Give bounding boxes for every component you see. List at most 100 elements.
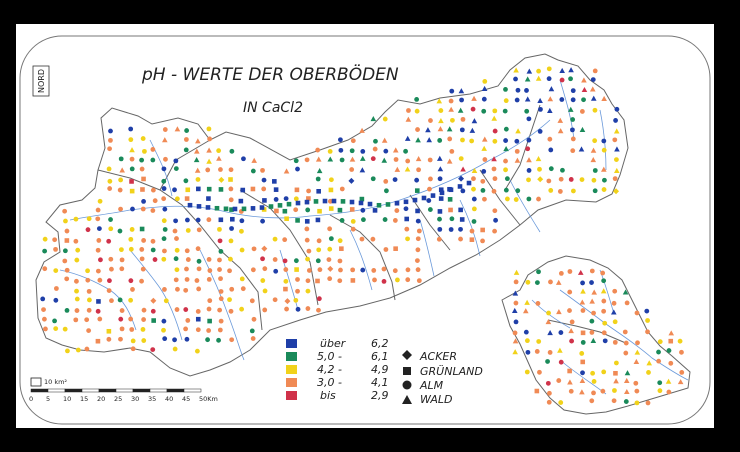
- sample-point-781: [624, 388, 630, 395]
- sample-point-310: [504, 196, 510, 202]
- sample-point-646: [331, 198, 337, 204]
- sample-point-711: [523, 329, 529, 335]
- sample-point-199: [349, 167, 355, 172]
- sample-point-685: [524, 299, 530, 305]
- sample-point-243: [537, 176, 544, 183]
- sample-point-173: [437, 155, 443, 161]
- sample-point-616: [162, 336, 168, 342]
- sample-point-288: [613, 188, 620, 195]
- legend-land-use-gruenland: GRÜNLAND: [420, 365, 483, 378]
- sample-point-786: [558, 400, 564, 405]
- sample-point-532: [130, 287, 135, 292]
- scale-segment: [47, 388, 66, 393]
- sample-point-172: [427, 157, 433, 163]
- sample-point-427: [62, 248, 68, 254]
- sample-point-626: [130, 346, 136, 352]
- sample-point-42: [406, 108, 411, 113]
- sample-point-555: [218, 296, 224, 302]
- sample-point-179: [514, 157, 521, 163]
- sample-point-49: [492, 108, 498, 114]
- sample-point-101: [373, 138, 378, 144]
- sample-point-141: [514, 148, 520, 154]
- legend-ph-label-4: 3,0 -: [317, 376, 342, 389]
- sample-point-185: [119, 167, 125, 173]
- sample-point-473: [53, 268, 59, 273]
- sample-point-262: [228, 186, 234, 192]
- sample-point-777: [579, 389, 585, 395]
- legend-land-use-alm: ALM: [419, 379, 444, 392]
- sample-point-275: [438, 187, 444, 193]
- sample-point-718: [622, 329, 628, 335]
- sample-point-221: [161, 178, 167, 184]
- sample-point-451: [98, 257, 103, 263]
- sample-point-640: [277, 203, 283, 208]
- sample-point-614: [130, 338, 136, 344]
- sample-point-145: [578, 146, 585, 152]
- sample-point-254: [140, 187, 145, 192]
- sample-point-752: [668, 360, 674, 366]
- sample-point-208: [491, 166, 497, 172]
- sample-point-436: [184, 248, 190, 254]
- sample-point-394: [458, 226, 463, 232]
- sample-point-66: [491, 115, 498, 121]
- sample-point-734: [512, 349, 518, 355]
- sample-point-308: [471, 196, 477, 202]
- sample-point-358: [295, 218, 300, 223]
- sample-point-17: [458, 88, 465, 94]
- sample-point-402: [96, 238, 102, 243]
- sample-point-165: [349, 156, 356, 162]
- sample-point-159: [251, 157, 257, 163]
- scale-segment: [64, 388, 83, 393]
- sample-point-204: [437, 166, 444, 172]
- sample-point-639: [268, 204, 274, 209]
- sample-points: [40, 66, 685, 406]
- sample-point-166: [359, 155, 366, 161]
- sample-point-415: [328, 236, 334, 242]
- sample-point-766: [579, 377, 586, 384]
- sample-point-212: [548, 166, 554, 172]
- sample-point-153: [163, 156, 168, 162]
- sample-point-87: [537, 128, 543, 134]
- sample-point-720: [668, 330, 675, 336]
- sample-point-663: [536, 269, 541, 275]
- sample-point-501: [415, 267, 421, 273]
- sample-point-578: [284, 306, 289, 312]
- sample-point-236: [437, 176, 443, 182]
- sample-point-55: [579, 109, 585, 114]
- sample-point-779: [600, 388, 606, 394]
- sample-point-305: [426, 198, 432, 203]
- sample-point-679: [580, 288, 586, 294]
- sample-point-759: [613, 370, 618, 376]
- sample-point-114: [526, 137, 532, 143]
- sample-point-224: [218, 176, 225, 183]
- sample-point-638: [259, 205, 265, 210]
- sample-point-46: [457, 107, 464, 113]
- sample-point-110: [481, 136, 488, 142]
- sample-point-183: [614, 157, 619, 163]
- sample-point-76: [206, 126, 212, 132]
- sample-point-773: [677, 379, 684, 385]
- sample-point-336: [415, 208, 420, 214]
- sample-point-14: [581, 77, 587, 83]
- sample-point-432: [139, 247, 145, 252]
- sample-point-13: [568, 76, 573, 82]
- sample-point-520: [327, 276, 333, 282]
- sample-point-413: [304, 237, 310, 243]
- sample-point-263: [240, 187, 246, 193]
- sample-point-233: [392, 177, 398, 183]
- scale-tick-label: 10: [63, 395, 71, 403]
- sample-point-354: [230, 216, 235, 222]
- sample-point-613: [118, 336, 123, 342]
- sample-point-745: [545, 359, 550, 364]
- sample-point-525: [395, 277, 400, 283]
- sample-point-251: [107, 186, 113, 191]
- sample-point-355: [239, 218, 245, 224]
- sample-point-518: [305, 278, 311, 284]
- sample-point-763: [545, 380, 551, 386]
- sample-point-523: [372, 277, 377, 283]
- sample-point-294: [184, 196, 190, 201]
- sample-point-682: [612, 288, 618, 294]
- sample-point-562: [41, 307, 46, 313]
- sample-point-602: [119, 326, 125, 332]
- sample-point-142: [525, 146, 531, 152]
